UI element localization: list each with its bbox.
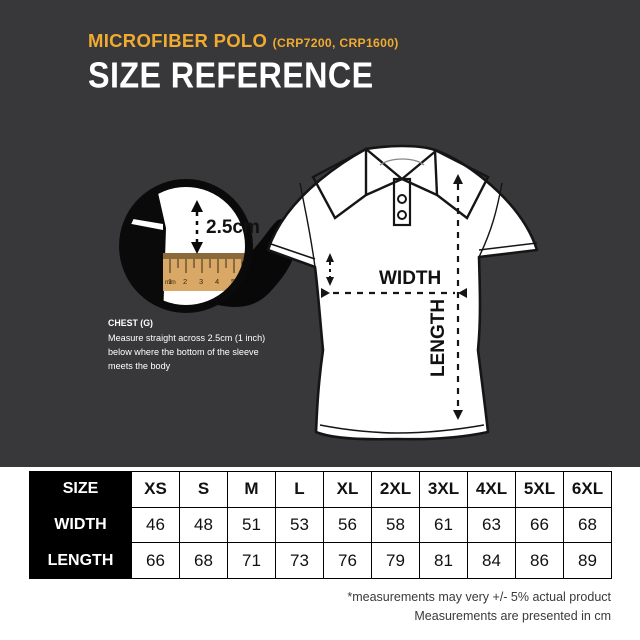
svg-text:LENGTH: LENGTH: [428, 299, 449, 377]
svg-text:WIDTH: WIDTH: [379, 268, 441, 289]
